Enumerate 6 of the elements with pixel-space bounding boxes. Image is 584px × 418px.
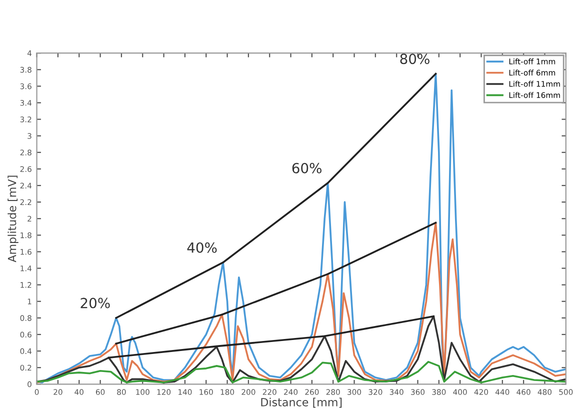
y-axis-title: Amplitude [mV] — [8, 176, 18, 262]
annotation: 80% — [400, 54, 430, 64]
annotation: 40% — [187, 242, 217, 253]
annotation: 60% — [292, 162, 322, 174]
x-axis-title: Distance [mm] — [261, 398, 342, 408]
annotation: 20% — [80, 298, 110, 308]
